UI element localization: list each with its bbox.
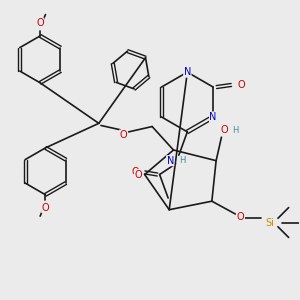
Text: O: O [42,202,49,213]
Text: O: O [131,167,139,177]
Text: O: O [237,212,244,222]
Text: N: N [167,156,174,166]
Text: H: H [179,156,185,165]
Text: O: O [119,130,127,140]
Text: O: O [134,169,142,179]
Text: O: O [36,18,44,28]
Text: O: O [36,18,44,28]
Text: O: O [134,169,142,179]
Text: N: N [184,67,191,77]
Text: N: N [209,112,217,122]
Text: O: O [221,125,229,135]
Text: O: O [237,80,245,90]
Text: N: N [209,112,217,122]
Text: O: O [42,202,49,213]
Text: H: H [232,126,239,135]
Text: O: O [131,167,139,177]
Text: H: H [179,156,185,165]
Text: N: N [184,67,191,77]
Text: O: O [119,130,127,140]
Text: O: O [237,80,245,90]
Text: H: H [232,126,239,135]
Text: Si: Si [265,218,274,227]
Text: Si: Si [265,218,274,227]
Text: O: O [237,212,244,222]
Text: O: O [221,125,229,135]
Text: N: N [167,156,174,166]
